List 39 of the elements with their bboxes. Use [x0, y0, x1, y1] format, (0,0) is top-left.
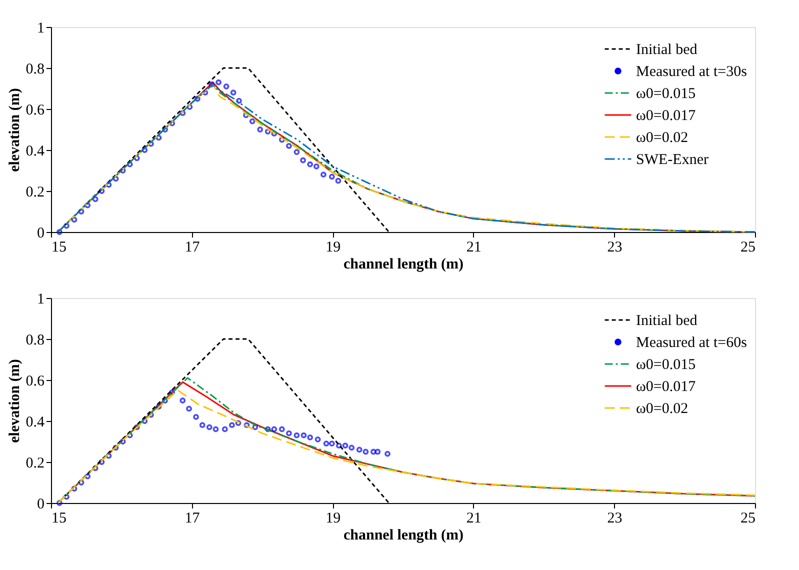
legend-label: Measured at t=60s — [636, 335, 748, 351]
x-tick-label: 15 — [52, 240, 66, 256]
legend-label: ω0=0.015 — [636, 86, 696, 102]
y-tick-label: 0.2 — [26, 184, 44, 200]
legend-label: Initial bed — [636, 42, 698, 58]
x-tick-label: 25 — [740, 240, 756, 256]
y-tick-label: 0.2 — [26, 456, 44, 472]
legend-label: ω0=0.017 — [636, 379, 696, 395]
x-tick-label: 21 — [466, 510, 482, 526]
y-tick-label: 0.6 — [26, 374, 45, 390]
x-tick-label: 23 — [607, 240, 622, 256]
y-tick-label: 0.4 — [26, 144, 45, 160]
legend-label: ω0=0.02 — [636, 130, 688, 146]
legend-label: ω0=0.02 — [636, 401, 688, 417]
x-tick-label: 19 — [326, 510, 341, 526]
x-tick-label: 17 — [184, 240, 200, 256]
y-tick-label: 0.6 — [26, 102, 45, 118]
y-axis-title: elevation (m) — [6, 88, 23, 172]
y-tick-label: 0 — [37, 226, 44, 242]
legend-label: SWE-Exner — [636, 152, 708, 168]
x-axis-title: channel length (m) — [344, 256, 464, 272]
y-tick-label: 0.8 — [26, 62, 44, 78]
y-tick-label: 1 — [37, 20, 44, 36]
x-tick-label: 25 — [740, 510, 756, 526]
legend-label: Measured at t=30s — [636, 64, 748, 80]
x-tick-label: 21 — [466, 240, 482, 256]
x-axis-title: channel length (m) — [344, 528, 464, 544]
x-tick-label: 23 — [607, 510, 622, 526]
x-tick-label: 15 — [52, 510, 66, 526]
x-tick-label: 19 — [326, 240, 341, 256]
x-tick-label: 17 — [184, 510, 200, 526]
y-tick-label: 1 — [37, 292, 44, 308]
y-axis-title: elevation (m) — [6, 359, 23, 443]
y-tick-label: 0.4 — [26, 414, 45, 430]
legend-label: ω0=0.017 — [636, 108, 696, 124]
legend-label: Initial bed — [636, 313, 698, 329]
legend-label: ω0=0.015 — [636, 357, 696, 373]
y-tick-label: 0 — [37, 496, 44, 512]
y-tick-label: 0.8 — [26, 332, 44, 348]
